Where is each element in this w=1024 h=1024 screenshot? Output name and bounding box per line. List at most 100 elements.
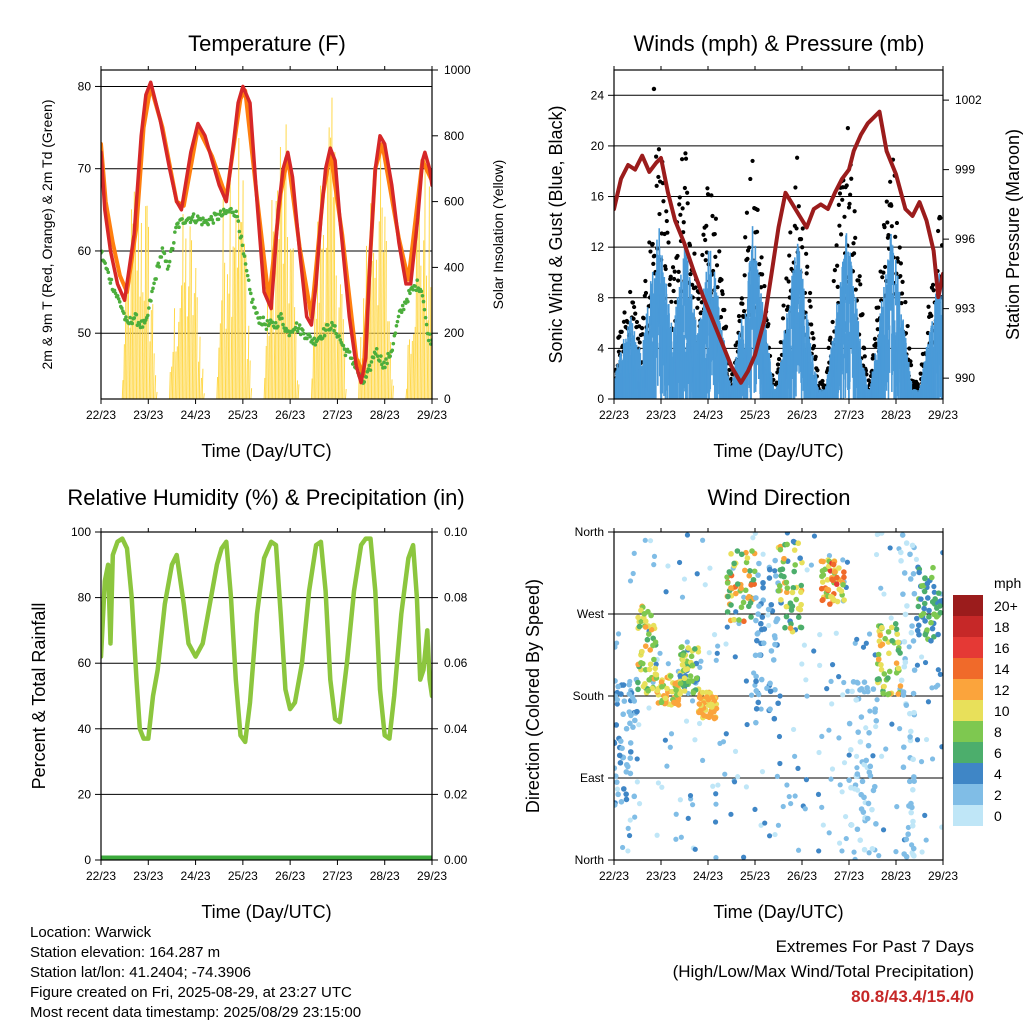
solar-insolation-spike xyxy=(434,334,435,399)
dewpoint-point xyxy=(246,278,251,282)
solar-insolation-spike xyxy=(152,353,155,399)
solar-insolation-spike xyxy=(323,322,326,399)
wind-direction-point xyxy=(829,701,835,707)
wind-direction-point xyxy=(748,614,754,620)
colorbar-label: 12 xyxy=(994,682,1010,698)
gust-point xyxy=(800,245,805,250)
solar-insolation-spike xyxy=(217,347,220,399)
wind-direction-point xyxy=(732,748,739,754)
y-tick-label: 40 xyxy=(78,722,92,736)
wind-direction-point xyxy=(870,753,876,759)
dewpoint-point xyxy=(333,324,337,328)
gust-point xyxy=(760,272,765,277)
wind-direction-point xyxy=(767,706,773,712)
wind-direction-point xyxy=(766,833,773,839)
wind-direction-point xyxy=(914,662,921,668)
wind-direction-point xyxy=(756,652,763,658)
wind-direction-point xyxy=(882,635,888,642)
wind-direction-point xyxy=(685,645,692,651)
wind-direction-point xyxy=(841,569,847,575)
solar-insolation-spike xyxy=(155,391,158,399)
wind-direction-point xyxy=(627,740,634,746)
gust-point xyxy=(837,223,842,228)
gust-point xyxy=(862,346,867,351)
panel-title: Wind Direction xyxy=(707,485,850,510)
gust-point xyxy=(795,155,800,160)
gust-point xyxy=(619,329,624,334)
dewpoint-point xyxy=(294,321,299,325)
dewpoint-point xyxy=(368,368,373,372)
gust-point xyxy=(929,313,934,318)
x-tick-label: 26/23 xyxy=(275,869,305,883)
dewpoint-point xyxy=(160,246,165,250)
wind-direction-point xyxy=(768,601,775,608)
wind-direction-point xyxy=(657,650,663,656)
gust-point xyxy=(915,382,920,387)
gust-point xyxy=(648,249,653,254)
wind-direction-point xyxy=(626,832,633,839)
gust-point xyxy=(811,343,817,349)
wind-direction-point xyxy=(916,569,922,576)
station-latlon: Station lat/lon: 41.2404; -74.3906 xyxy=(30,964,252,981)
right-y-tick-label: 600 xyxy=(444,195,464,209)
solar-insolation-spike xyxy=(412,334,415,399)
solar-insolation-spike xyxy=(326,155,329,399)
gust-point xyxy=(787,253,792,258)
solar-insolation-spike xyxy=(408,339,411,399)
wind-direction-point xyxy=(742,567,748,574)
dewpoint-point xyxy=(390,348,395,353)
solar-insolation-spike xyxy=(322,235,324,399)
wind-direction-point xyxy=(692,737,698,743)
gust-point xyxy=(858,282,863,287)
wind-direction-point xyxy=(898,549,904,556)
wind-direction-point xyxy=(781,555,787,562)
wind-direction-point xyxy=(829,576,835,583)
wind-direction-point xyxy=(710,783,716,789)
wind-direction-point xyxy=(879,624,885,631)
gust-point xyxy=(809,322,814,327)
wind-direction-point xyxy=(784,589,790,596)
dewpoint-point xyxy=(329,326,333,331)
wind-direction-point xyxy=(893,849,899,855)
right-y-tick-label: 0.04 xyxy=(444,722,468,736)
gust-point xyxy=(692,251,697,256)
solar-insolation-spike xyxy=(231,246,234,399)
gust-point xyxy=(719,277,724,282)
solar-insolation-spike xyxy=(440,388,441,399)
gust-point xyxy=(622,310,627,315)
wind-direction-point xyxy=(614,701,620,707)
wind-direction-point xyxy=(645,687,651,694)
wind-direction-point xyxy=(876,853,882,859)
station-pressure-line xyxy=(614,109,943,385)
wind-direction-point xyxy=(625,848,631,854)
colorbar-swatch xyxy=(953,721,983,742)
x-tick-label: 23/23 xyxy=(646,869,676,883)
solar-insolation-spike xyxy=(226,274,228,399)
gust-point xyxy=(899,291,905,296)
wind-direction-point xyxy=(836,674,842,680)
gust-point xyxy=(729,376,734,382)
x-tick-label: 22/23 xyxy=(86,408,116,422)
gust-point xyxy=(788,230,793,235)
wind-direction-point xyxy=(880,827,887,833)
wind-direction-point xyxy=(900,764,907,771)
solar-insolation-spike xyxy=(127,274,130,399)
wind-direction-point xyxy=(803,677,809,683)
gust-point xyxy=(781,303,786,308)
wind-direction-point xyxy=(893,626,900,632)
gust-point xyxy=(851,251,857,256)
wind-direction-point xyxy=(697,695,704,702)
wind-direction-point xyxy=(783,613,790,620)
wind-direction-point xyxy=(747,600,754,606)
wind-direction-point xyxy=(883,746,889,752)
wind-direction-point xyxy=(692,846,698,852)
dewpoint-point xyxy=(255,310,259,315)
wind-direction-point xyxy=(795,847,802,853)
gust-point xyxy=(661,199,666,204)
wind-direction-point xyxy=(861,761,868,768)
wind-direction-point xyxy=(931,611,937,618)
winds-series xyxy=(614,86,943,399)
wind-direction-chart: North East South West North 22/23 23/23 24/23 25… xyxy=(523,485,1021,922)
wind-direction-point xyxy=(765,606,772,613)
wind-direction-point xyxy=(918,654,925,660)
